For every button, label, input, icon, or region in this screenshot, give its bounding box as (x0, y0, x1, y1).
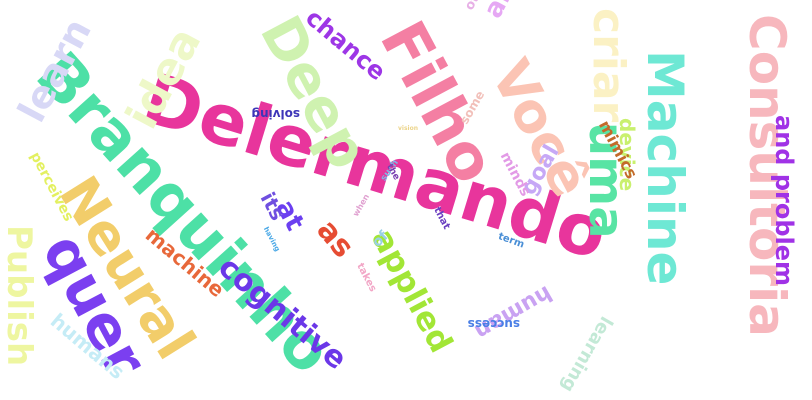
word-vision: vision (398, 125, 418, 132)
word-machine: Machine (636, 50, 694, 286)
word-solving: solving (251, 107, 300, 121)
word-publish: Publish (0, 225, 39, 367)
word-as: as (309, 213, 361, 265)
word-success: success (467, 317, 520, 331)
word-takes: takes (354, 261, 379, 294)
word-and: and (478, 0, 530, 23)
word-learning: learning (556, 312, 617, 396)
word-and-problem: and problem (770, 115, 798, 287)
word-human: human (470, 280, 556, 345)
word-criar: criar (583, 8, 634, 123)
